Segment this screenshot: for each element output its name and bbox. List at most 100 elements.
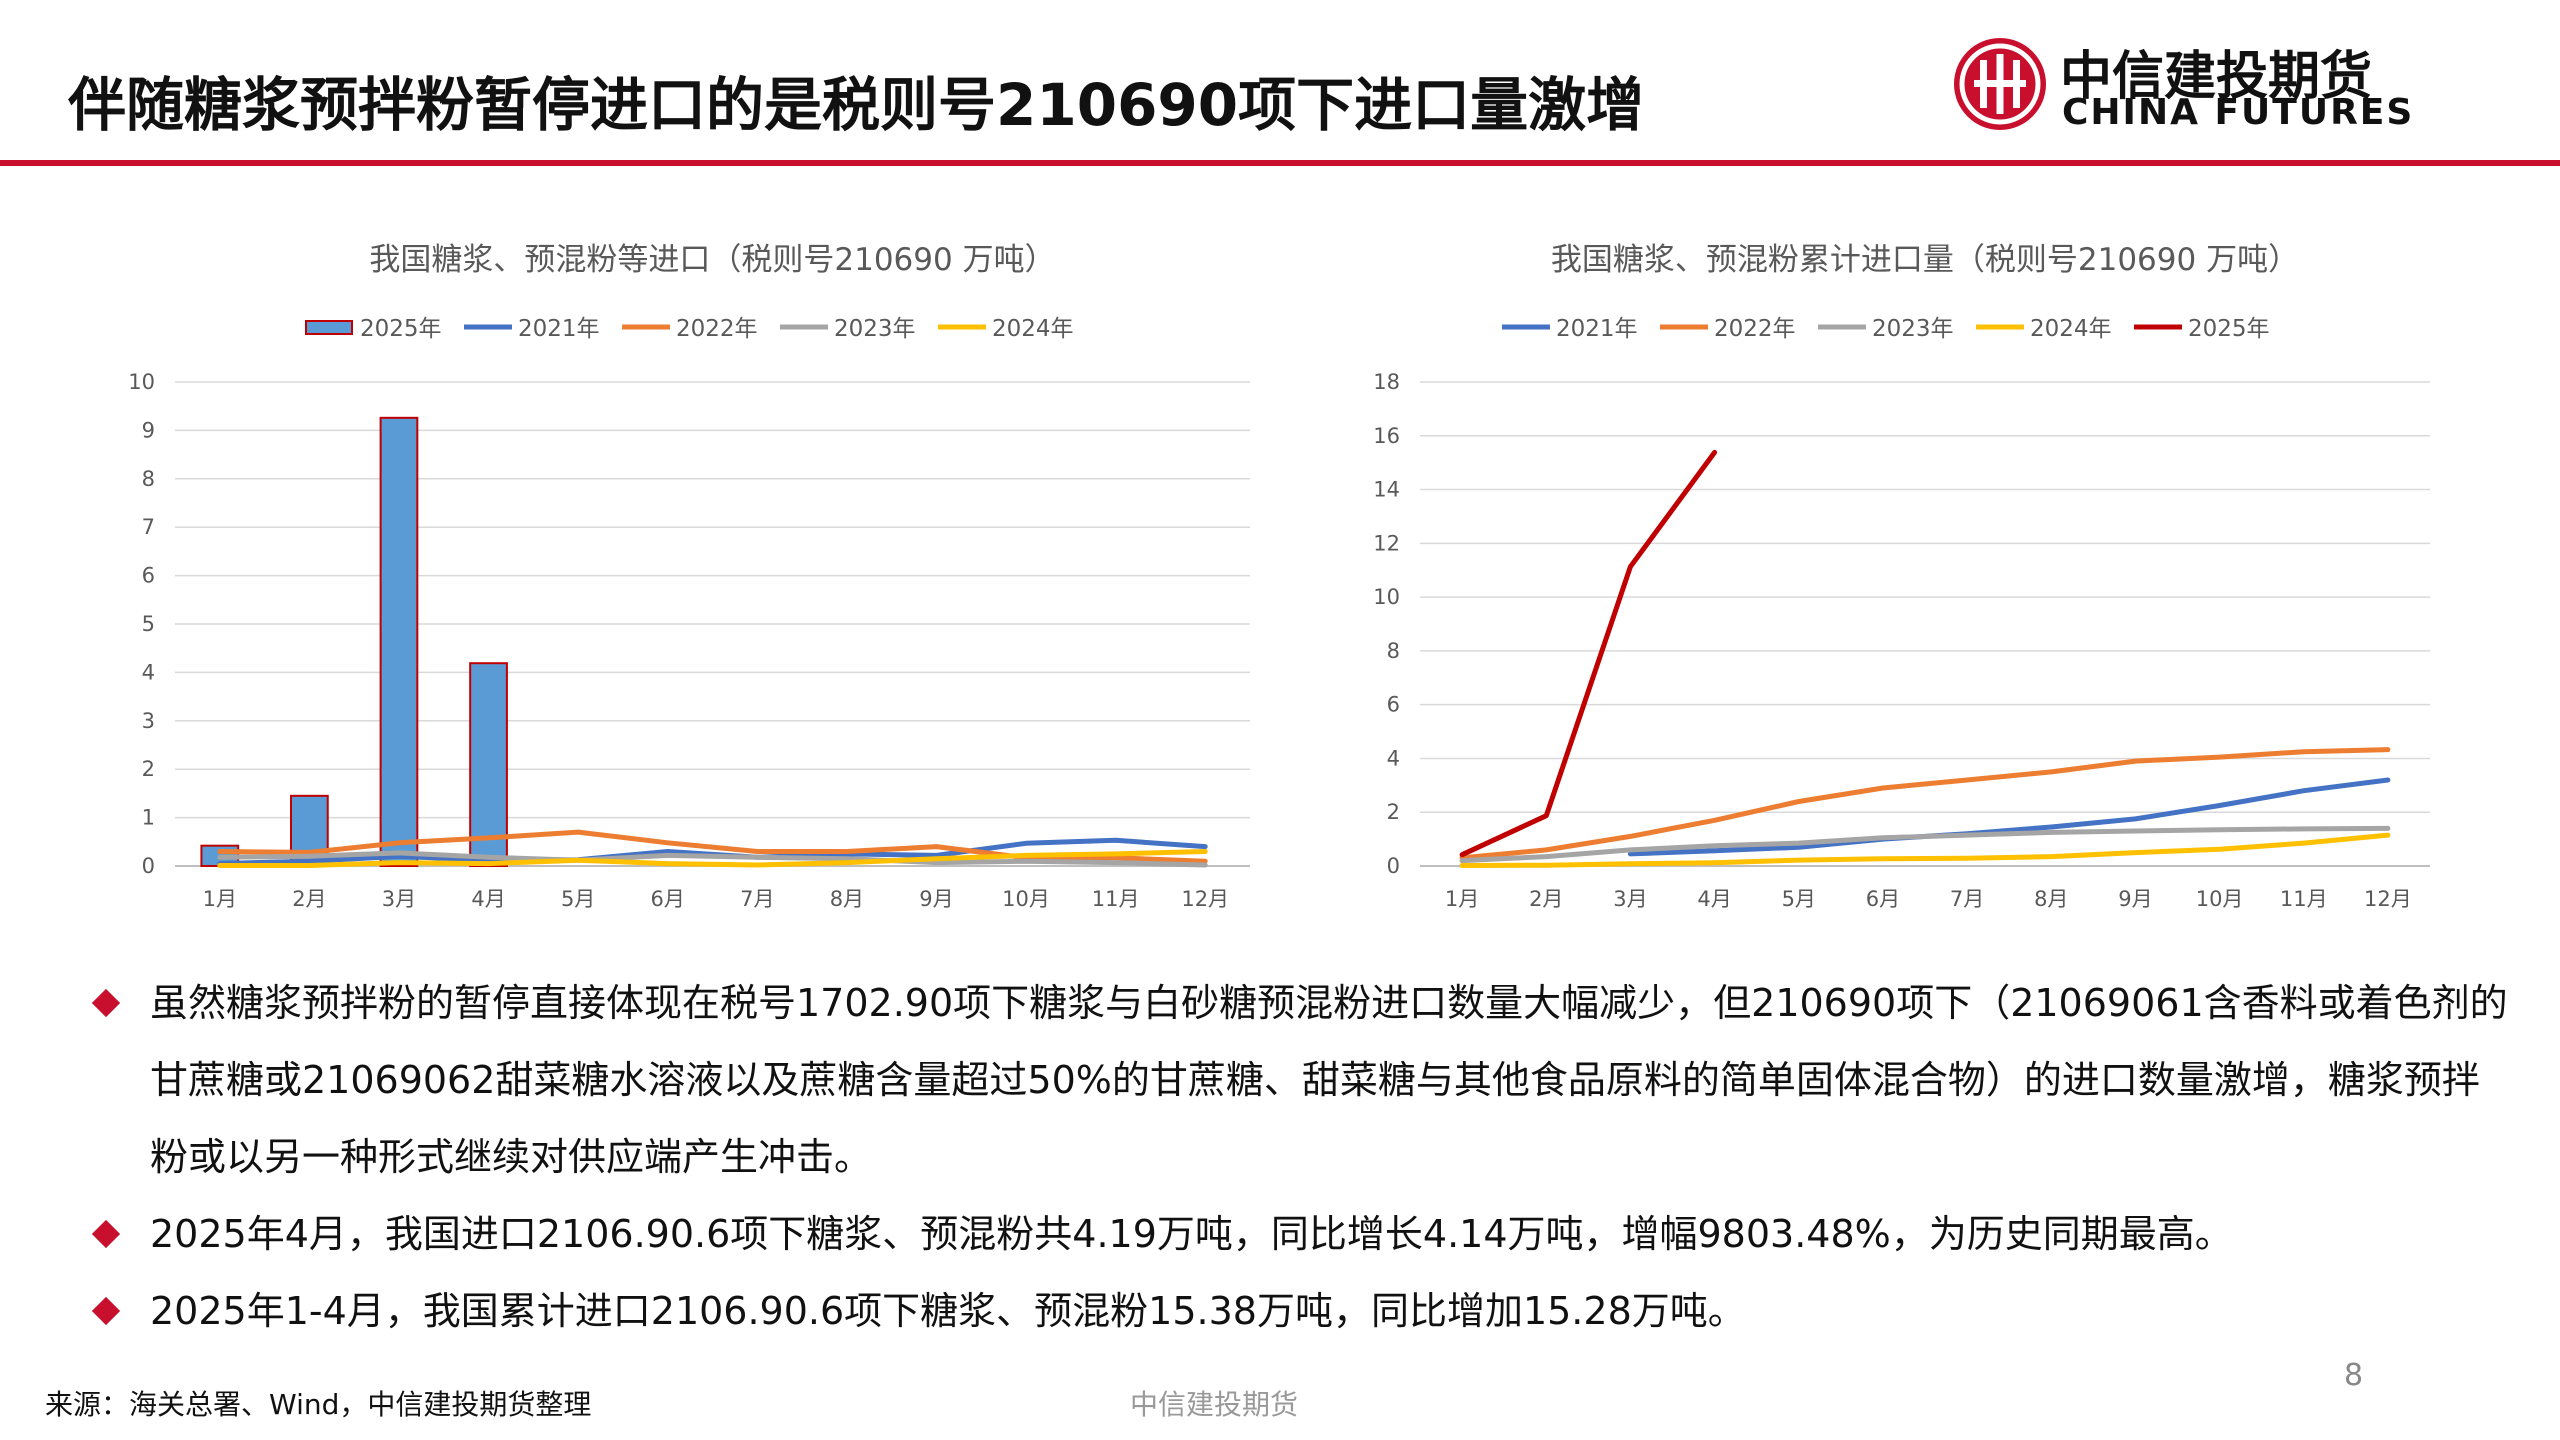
data-point-2022年 bbox=[1544, 848, 1548, 852]
x-tick-label: 9月 bbox=[919, 887, 953, 911]
page-number: 8 bbox=[2344, 1358, 2364, 1393]
bullet-text: 虽然糖浆预拌粉的暂停直接体现在税号1702.90项下糖浆与白砂糖预混粉进口数量大… bbox=[150, 981, 2508, 1179]
data-point-2024年 bbox=[397, 861, 401, 865]
y-tick-label: 10 bbox=[1373, 585, 1400, 609]
data-point-2022年 bbox=[1965, 778, 1969, 782]
data-point-2023年 bbox=[1114, 861, 1118, 865]
series-line-2025年 bbox=[1459, 449, 1718, 858]
chart-title: 我国糖浆、预混粉累计进口量（税则号210690 万吨） bbox=[1551, 242, 2299, 278]
data-point-2024年 bbox=[307, 864, 311, 868]
data-point-2024年 bbox=[1203, 849, 1207, 853]
data-point-2024年 bbox=[1460, 863, 1464, 867]
x-tick-label: 10月 bbox=[2196, 887, 2244, 911]
data-point-2023年 bbox=[1628, 848, 1632, 852]
source-note: 来源：海关总署、Wind，中信建投期货整理 bbox=[45, 1388, 592, 1421]
data-point-2021年 bbox=[397, 854, 401, 858]
x-tick-label: 11月 bbox=[1092, 887, 1140, 911]
data-point-2022年 bbox=[1203, 859, 1207, 863]
data-point-2021年 bbox=[2218, 804, 2222, 807]
data-point-2023年 bbox=[1797, 841, 1801, 845]
y-tick-label: 6 bbox=[142, 564, 155, 588]
y-tick-label: 5 bbox=[142, 612, 155, 636]
data-point-2023年 bbox=[1460, 859, 1464, 863]
data-point-2022年 bbox=[845, 849, 849, 853]
y-tick-label: 2 bbox=[142, 757, 155, 781]
series-line-2024年 bbox=[217, 849, 1208, 868]
data-point-2021年 bbox=[2049, 825, 2053, 829]
y-tick-label: 8 bbox=[1387, 639, 1400, 663]
data-point-2024年 bbox=[218, 864, 222, 868]
series-line-2022年 bbox=[217, 829, 1208, 864]
data-point-2021年 bbox=[2302, 789, 2306, 793]
data-point-2022年 bbox=[755, 849, 759, 853]
series-line-2021年 bbox=[1627, 777, 2391, 857]
data-point-2024年 bbox=[1965, 856, 1969, 860]
data-point-2024年 bbox=[1881, 857, 1885, 861]
data-point-2023年 bbox=[1544, 855, 1548, 859]
bullet-text: 2025年4月，我国进口2106.90.6项下糖浆、预混粉共4.19万吨，同比增… bbox=[150, 1212, 2233, 1256]
footer-brand: 中信建投期货 bbox=[1130, 1388, 1299, 1421]
data-point-2024年 bbox=[1114, 852, 1118, 856]
bullet-diamond-icon bbox=[91, 988, 121, 1018]
data-point-2024年 bbox=[2302, 841, 2306, 845]
y-tick-label: 1 bbox=[142, 806, 155, 830]
data-point-2024年 bbox=[487, 862, 491, 866]
data-point-2023年 bbox=[1713, 844, 1717, 848]
bullet-item: 2025年1-4月，我国累计进口2106.90.6项下糖浆、预混粉15.38万吨… bbox=[90, 1273, 2510, 1350]
data-point-2023年 bbox=[1881, 836, 1885, 840]
data-point-2022年 bbox=[1881, 786, 1885, 790]
legend-item: 2023年 bbox=[1818, 316, 1954, 342]
data-point-2024年 bbox=[2049, 855, 2053, 859]
data-point-2023年 bbox=[934, 861, 938, 865]
x-tick-label: 4月 bbox=[1697, 887, 1731, 911]
legend-item: 2023年 bbox=[780, 316, 916, 342]
data-point-2021年 bbox=[2386, 778, 2390, 782]
bullet-text: 2025年1-4月，我国累计进口2106.90.6项下糖浆、预混粉15.38万吨… bbox=[150, 1289, 1746, 1333]
x-tick-label: 12月 bbox=[1181, 887, 1229, 911]
data-point-2023年 bbox=[845, 857, 849, 861]
x-tick-label: 1月 bbox=[1445, 887, 1479, 911]
legend-label: 2024年 bbox=[2030, 316, 2112, 342]
y-tick-label: 6 bbox=[1387, 693, 1400, 717]
data-point-2025年 bbox=[1628, 565, 1632, 569]
y-tick-label: 14 bbox=[1373, 478, 1400, 502]
monthly-import-chart-svg: 我国糖浆、预混粉等进口（税则号210690 万吨） 2025年 2021年 2022年… bbox=[128, 242, 1250, 911]
data-point-2025年 bbox=[1460, 853, 1464, 857]
legend-label: 2023年 bbox=[834, 316, 916, 342]
legend-swatch bbox=[305, 320, 353, 335]
y-tick-label: 16 bbox=[1373, 424, 1400, 448]
legend-label: 2023年 bbox=[1872, 316, 1954, 342]
data-point-2022年 bbox=[934, 845, 938, 849]
data-point-2022年 bbox=[1114, 856, 1118, 860]
data-point-2023年 bbox=[755, 855, 759, 859]
bullet-list: 虽然糖浆预拌粉的暂停直接体现在税号1702.90项下糖浆与白砂糖预混粉进口数量大… bbox=[90, 965, 2510, 1350]
y-tick-label: 10 bbox=[128, 370, 155, 394]
x-tick-label: 3月 bbox=[1613, 887, 1647, 911]
legend-label: 2022年 bbox=[1714, 316, 1796, 342]
data-point-2024年 bbox=[1797, 858, 1801, 862]
legend-label: 2025年 bbox=[2188, 316, 2270, 342]
data-point-2023年 bbox=[487, 855, 491, 859]
x-tick-label: 9月 bbox=[2118, 887, 2152, 911]
legend-item: 2025年 bbox=[305, 316, 442, 342]
data-point-2022年 bbox=[397, 841, 401, 845]
data-point-2022年 bbox=[576, 830, 580, 834]
data-point-2024年 bbox=[755, 863, 759, 867]
data-point-2023年 bbox=[307, 854, 311, 858]
y-tick-label: 3 bbox=[142, 709, 155, 733]
data-point-2022年 bbox=[307, 850, 311, 854]
series-line-2024年 bbox=[1459, 832, 2391, 868]
data-point-2023年 bbox=[666, 853, 670, 857]
data-point-2022年 bbox=[1713, 818, 1717, 822]
data-point-2021年 bbox=[1203, 845, 1207, 849]
data-point-2023年 bbox=[1024, 859, 1028, 863]
bullet-item: 2025年4月，我国进口2106.90.6项下糖浆、预混粉共4.19万吨，同比增… bbox=[90, 1196, 2510, 1273]
x-tick-label: 5月 bbox=[1782, 887, 1816, 911]
y-tick-label: 0 bbox=[142, 854, 155, 878]
data-point-2024年 bbox=[2218, 847, 2222, 851]
y-tick-label: 12 bbox=[1373, 531, 1400, 555]
data-point-2024年 bbox=[934, 857, 938, 861]
logo-text-cn: 中信建投期货 bbox=[2060, 47, 2373, 107]
data-point-2021年 bbox=[1797, 845, 1801, 849]
y-tick-label: 4 bbox=[142, 660, 155, 684]
